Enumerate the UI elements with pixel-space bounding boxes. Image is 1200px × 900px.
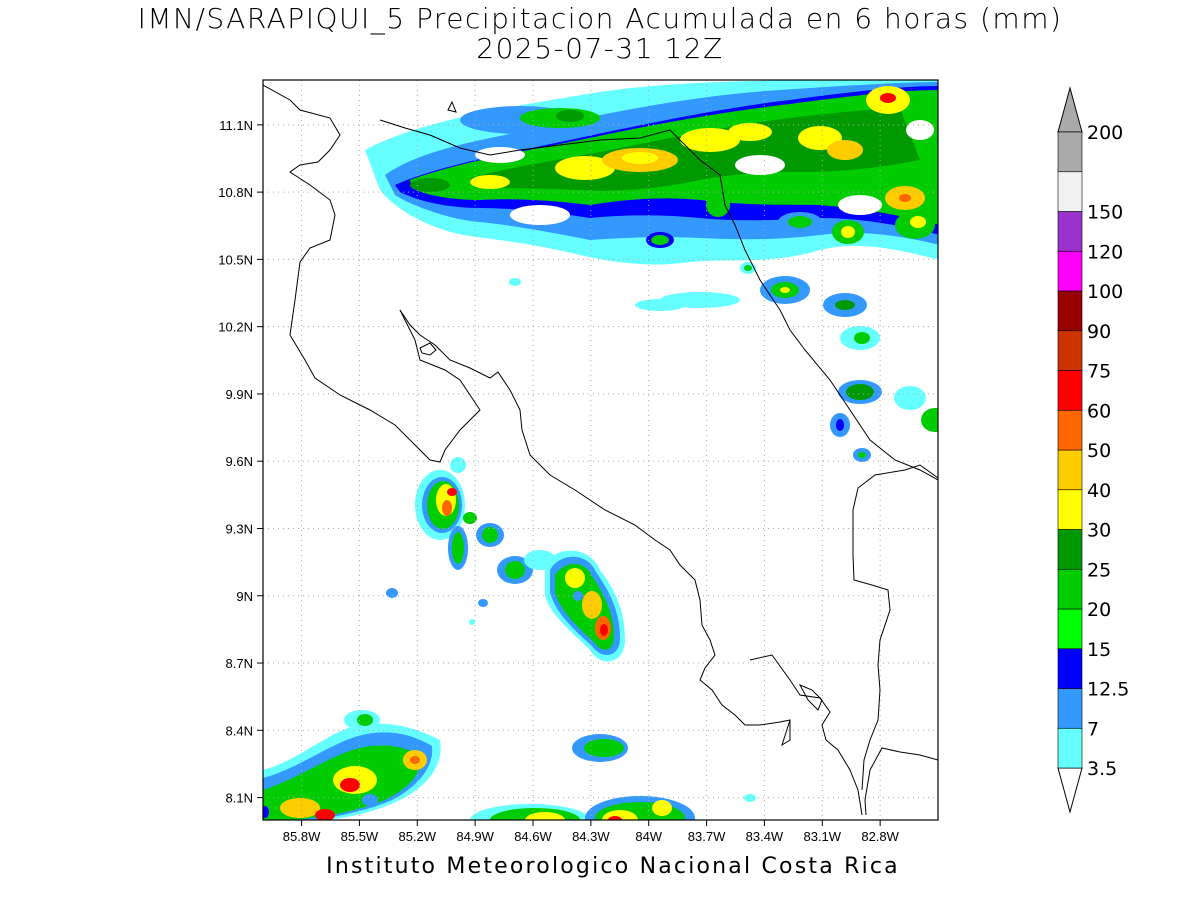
colorbar-label: 120 — [1087, 241, 1123, 263]
lat-tick-label: 11.1N — [219, 118, 253, 133]
chart-datetime: 2025-07-31 12Z — [476, 32, 724, 65]
colorbar-swatch — [1057, 171, 1083, 212]
colorbar-swatch — [1057, 370, 1083, 411]
colorbar-label: 50 — [1087, 440, 1111, 462]
lat-tick-label: 8.7N — [226, 656, 253, 671]
lat-tick-label: 8.4N — [226, 723, 253, 738]
lat-tick-label: 9.6N — [226, 454, 253, 469]
lake-island — [447, 100, 457, 113]
lon-tick-label: 85.8W — [283, 829, 321, 844]
colorbar-label: 150 — [1087, 202, 1123, 224]
map-grid — [263, 80, 938, 820]
lon-tick-label: 82.8W — [861, 829, 899, 844]
axis-ticks: 85.8W 85.5W 85.2W 84.9W 84.6W 84.3W 84W 83.7W 83… — [218, 118, 899, 844]
colorbar-label: 40 — [1087, 480, 1111, 502]
map-frame — [262, 79, 939, 821]
lon-tick-label: 85.2W — [398, 829, 436, 844]
lon-tick-label: 83.7W — [688, 829, 726, 844]
colorbar-label: 25 — [1087, 559, 1111, 581]
lat-tick-label: 10.2N — [218, 320, 253, 335]
lon-tick-label: 85.5W — [341, 829, 379, 844]
lat-tick-label: 8.1N — [226, 791, 253, 806]
pacific-rain-cells — [386, 457, 756, 802]
colorbar-swatch — [1057, 688, 1083, 729]
lon-tick-label: 84.6W — [514, 829, 552, 844]
colorbar-label: 100 — [1087, 281, 1123, 303]
lon-tick-label: 84W — [635, 829, 662, 844]
colorbar-swatch — [1057, 568, 1083, 610]
colorbar-bottom-arrow — [1057, 767, 1083, 814]
isla-chira — [419, 342, 437, 356]
colorbar-label: 30 — [1087, 520, 1111, 542]
colorbar-swatch — [1057, 211, 1083, 252]
lon-tick-label: 84.9W — [456, 829, 494, 844]
colorbar-top-arrow — [1057, 86, 1083, 133]
colorbar-label: 60 — [1087, 400, 1111, 422]
colorbar-label: 75 — [1087, 361, 1111, 383]
lat-tick-label: 10.8N — [218, 185, 253, 200]
lat-tick-label: 10.5N — [218, 252, 253, 267]
colorbar: 3.5 7 12.5 15 20 25 30 40 50 60 75 90 100 120 150 200 — [1057, 86, 1129, 814]
burica-peninsula — [864, 747, 938, 816]
nicoya-gulf-coast — [399, 309, 791, 747]
colorbar-label: 3.5 — [1087, 758, 1117, 780]
lon-tick-label: 84.3W — [572, 829, 610, 844]
colorbar-label: 7 — [1087, 718, 1099, 740]
colorbar-swatch — [1057, 290, 1083, 332]
colorbar-label: 200 — [1087, 122, 1123, 144]
caribbean-rain-cells — [509, 193, 938, 462]
colorbar-swatch — [1057, 648, 1083, 689]
colorbar-swatch — [1057, 529, 1083, 570]
colorbar-swatch — [1057, 727, 1083, 769]
chart-title: IMN/SARAPIQUI_5 Precipitacion Acumulada … — [137, 2, 1063, 35]
colorbar-swatch — [1057, 330, 1083, 371]
colorbar-swatch — [1057, 250, 1083, 292]
lat-tick-label: 9.3N — [226, 521, 253, 536]
colorbar-label: 20 — [1087, 599, 1111, 621]
colorbar-swatch — [1057, 449, 1083, 491]
colorbar-label: 12.5 — [1087, 679, 1129, 701]
colorbar-swatch — [1057, 489, 1083, 530]
precipitation-field — [263, 80, 938, 820]
lon-tick-label: 83.1W — [803, 829, 841, 844]
lat-tick-label: 9.9N — [226, 387, 253, 402]
footer-credit: Instituto Meteorologico Nacional Costa R… — [326, 854, 900, 879]
colorbar-swatch — [1057, 409, 1083, 451]
coastlines — [263, 84, 938, 816]
lon-tick-label: 83.4W — [746, 829, 784, 844]
colorbar-label: 15 — [1087, 639, 1111, 661]
southwest-rain-cells — [263, 710, 441, 820]
southern-edge-cells — [470, 796, 695, 820]
colorbar-swatch — [1057, 131, 1083, 173]
colorbar-swatch — [1057, 608, 1083, 650]
lat-tick-label: 9N — [236, 589, 253, 604]
pacific-coast-north — [263, 84, 481, 463]
osa-peninsula — [749, 654, 863, 816]
nicaragua-costa-rica-border — [379, 119, 938, 481]
colorbar-label: 90 — [1087, 321, 1111, 343]
golfo-dulce — [798, 684, 823, 711]
panama-border — [852, 464, 938, 791]
